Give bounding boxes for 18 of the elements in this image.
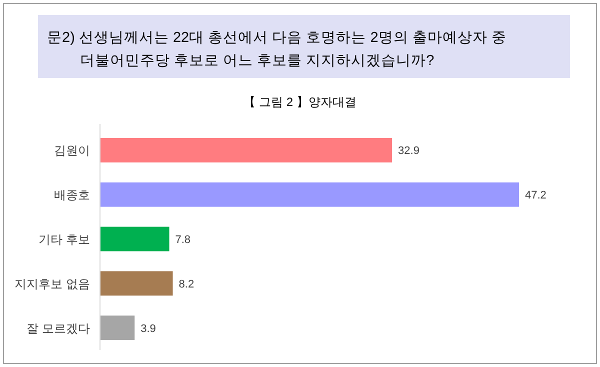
bar bbox=[100, 271, 173, 296]
y-tick-label: 김원이 bbox=[54, 144, 90, 158]
title: 문2) 선생님께서는 22대 총선에서 다음 호명하는 2명의 출마예상자 중 더불어민주당 후보로 어느 후보를 지지하시겠습니까? bbox=[38, 15, 570, 78]
bar bbox=[100, 226, 170, 252]
y-tick-label: 지지후보 없음 bbox=[14, 276, 90, 291]
y-tick-label: 배종호 bbox=[54, 188, 90, 202]
bar bbox=[100, 138, 392, 162]
y-tick-label: 기타 후보 bbox=[38, 232, 90, 246]
bar bbox=[100, 182, 519, 207]
bar bbox=[100, 316, 135, 340]
data-label: 47.2 bbox=[525, 190, 546, 202]
data-label: 7.8 bbox=[175, 234, 191, 246]
chart-subtitle: 【 그림 2 】양자대결 bbox=[244, 95, 356, 109]
y-tick-label: 잘 모르겠다 bbox=[26, 321, 90, 336]
data-label: 32.9 bbox=[398, 145, 420, 158]
data-label: 8.2 bbox=[178, 278, 194, 290]
chart-title: 문2) 선생님께서는 22대 총선에서 다음 호명하는 2명의 출마예상자 중 더불어민주당 후보로 어느 후보를 지지하시겠습니까? bbox=[47, 30, 506, 69]
data-label: 3.9 bbox=[140, 322, 156, 335]
